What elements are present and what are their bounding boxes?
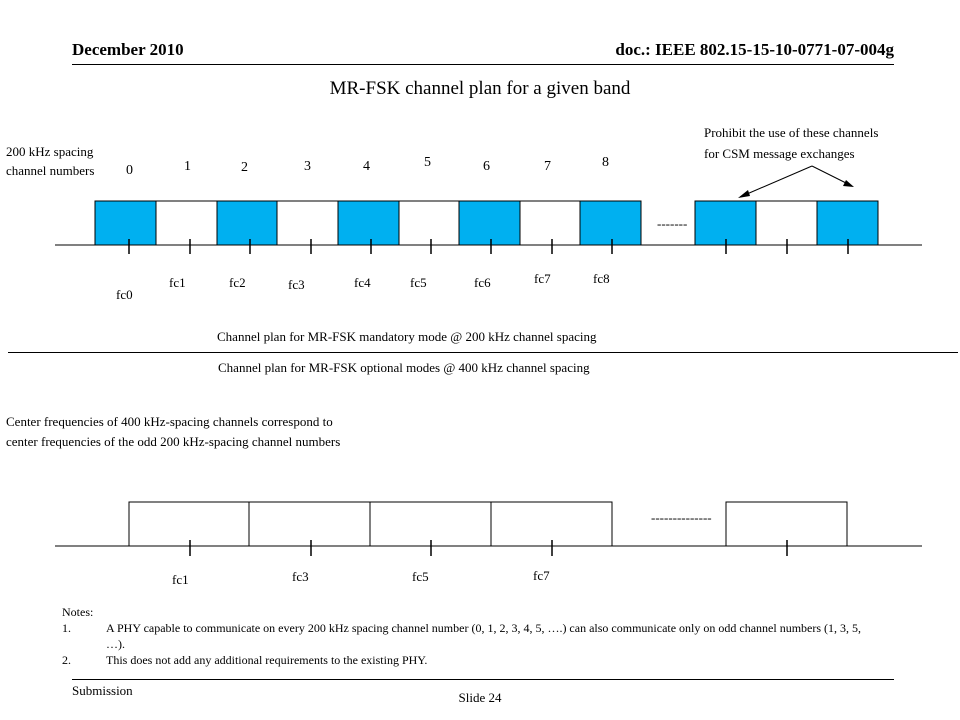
frequency-label: fc1 xyxy=(169,275,186,290)
prohibit-arrowhead-right xyxy=(843,180,854,187)
channel-block-400khz xyxy=(725,501,848,547)
frequency-label: fc7 xyxy=(533,568,550,583)
channel-block-400khz xyxy=(369,501,492,547)
frequency-label: fc4 xyxy=(354,275,371,290)
frequency-label: fc0 xyxy=(116,287,133,302)
note-item-2: 2. This does not add any additional requ… xyxy=(62,652,862,668)
channel-block-400khz xyxy=(490,501,613,547)
frequency-label: fc1 xyxy=(172,572,189,587)
channel-block-filled xyxy=(458,200,521,246)
frequency-label: fc3 xyxy=(292,569,309,584)
frequency-label: fc2 xyxy=(229,275,246,290)
channel-block-400khz xyxy=(128,501,251,547)
frequency-label: fc8 xyxy=(593,271,610,286)
frequency-label: fc3 xyxy=(288,277,305,292)
header-rule xyxy=(72,64,894,65)
frequency-label: fc6 xyxy=(474,275,491,290)
channel-number-label: 1 xyxy=(184,159,191,174)
section-divider xyxy=(8,352,958,353)
footer-rule xyxy=(72,679,894,680)
description-line2: center frequencies of the odd 200 kHz-sp… xyxy=(6,434,341,449)
spacing-label-line1: 200 kHz spacing xyxy=(6,144,94,159)
note-text: This does not add any additional require… xyxy=(106,653,428,667)
channel-number-label: 2 xyxy=(241,160,248,175)
note-number: 2. xyxy=(62,653,71,667)
channel-number-label: 6 xyxy=(483,159,490,174)
caption-mandatory: Channel plan for MR-FSK mandatory mode @… xyxy=(217,329,597,344)
channel-number-label: 4 xyxy=(363,159,370,174)
channel-block-filled xyxy=(816,200,879,246)
footer-submission: Submission xyxy=(72,683,133,698)
frequency-label: fc7 xyxy=(534,271,551,286)
frequency-label: fc5 xyxy=(410,275,427,290)
prohibit-note-line1: Prohibit the use of these channels xyxy=(704,125,879,140)
prohibit-arrow-left xyxy=(739,165,813,198)
frequency-label: fc5 xyxy=(412,569,429,584)
notes-heading: Notes: xyxy=(62,605,94,619)
channel-block-empty xyxy=(276,200,339,246)
header-date: December 2010 xyxy=(72,40,184,59)
bottom-ellipsis: -------------- xyxy=(651,510,712,525)
description-line1: Center frequencies of 400 kHz-spacing ch… xyxy=(6,414,333,429)
page-title: MR-FSK channel plan for a given band xyxy=(329,78,631,99)
channel-block-filled xyxy=(579,200,642,246)
channel-block-filled xyxy=(94,200,157,246)
channel-number-label: 7 xyxy=(544,159,551,174)
spacing-label-line2: channel numbers xyxy=(6,163,95,178)
prohibit-arrowhead-left xyxy=(738,190,750,198)
channel-number-label: 8 xyxy=(602,155,609,170)
channel-block-empty xyxy=(755,200,818,246)
channel-block-400khz xyxy=(248,501,371,547)
channel-number-label: 0 xyxy=(126,163,133,178)
caption-optional: Channel plan for MR-FSK optional modes @… xyxy=(218,360,590,375)
channel-block-filled xyxy=(694,200,757,246)
note-text: A PHY capable to communicate on every 20… xyxy=(106,621,862,651)
top-ellipsis: ------- xyxy=(657,216,687,231)
footer-slide-number: Slide 24 xyxy=(458,690,502,705)
channel-block-empty xyxy=(155,200,218,246)
channel-number-label: 3 xyxy=(304,159,311,174)
header-doc-id: doc.: IEEE 802.15-15-10-0771-07-004g xyxy=(615,40,894,59)
note-number: 1. xyxy=(62,621,71,635)
prohibit-note-line2: for CSM message exchanges xyxy=(704,146,855,161)
note-item-1: 1. A PHY capable to communicate on every… xyxy=(62,620,862,652)
notes: Notes: 1. A PHY capable to communicate o… xyxy=(62,604,862,668)
channel-number-label: 5 xyxy=(424,155,431,170)
